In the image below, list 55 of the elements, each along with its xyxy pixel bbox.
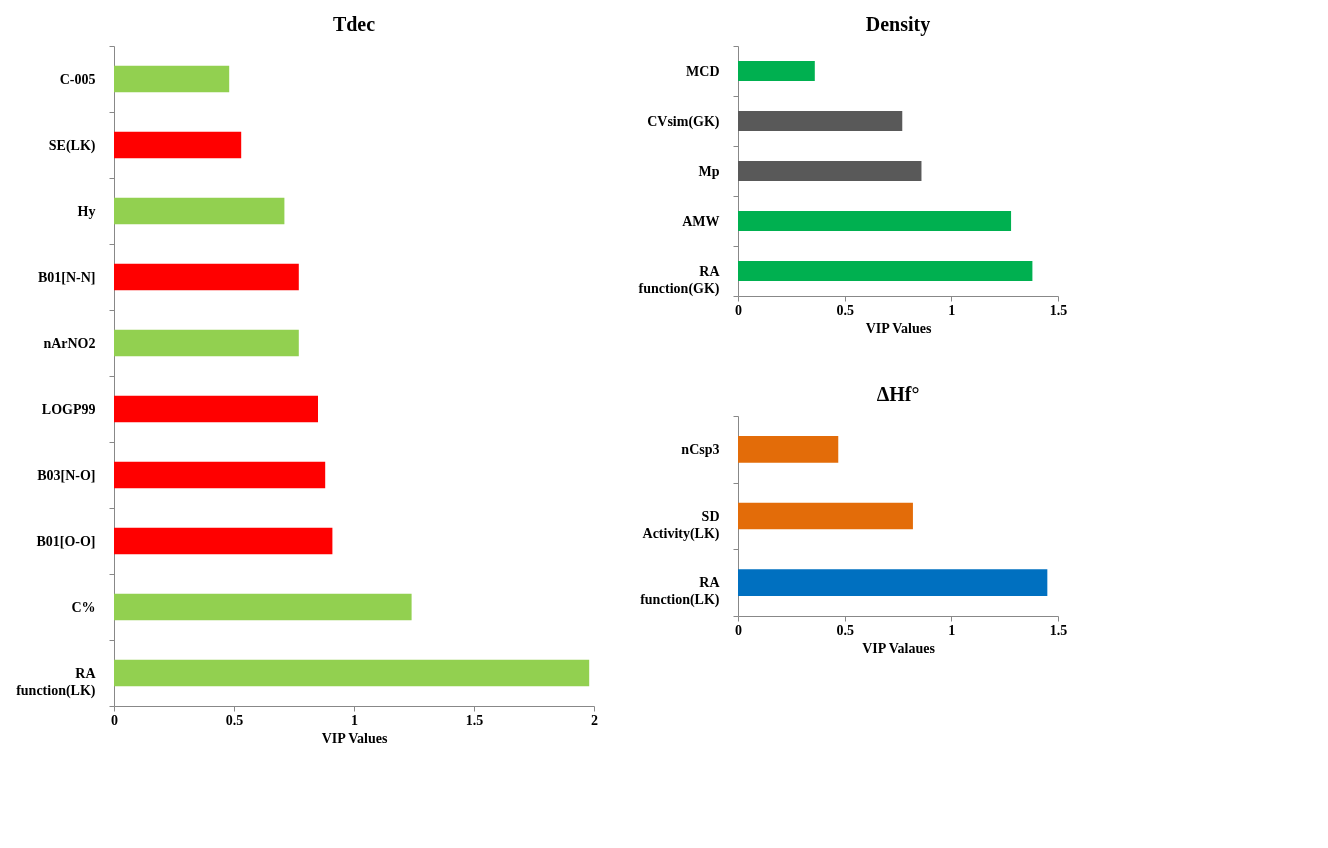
- y-tick-label: SD Activity(LK): [642, 508, 720, 542]
- y-tick-label: B01[O-O]: [36, 533, 96, 549]
- x-tick-label: 0.5: [836, 302, 854, 318]
- x-tick-label: 1.5: [465, 712, 484, 728]
- x-tick-label: 0: [735, 302, 742, 318]
- x-tick-label: 0.5: [836, 622, 854, 638]
- bar: [738, 111, 903, 131]
- y-tick-label: LOGP99: [41, 401, 96, 417]
- bar: [738, 569, 1048, 596]
- bar: [738, 261, 1033, 281]
- x-tick-label: 2: [591, 712, 598, 728]
- bar: [114, 461, 326, 489]
- y-tick-label: C%: [71, 599, 96, 615]
- bar: [114, 659, 590, 687]
- bar: [738, 161, 922, 181]
- x-tick-label: 0.5: [225, 712, 244, 728]
- bar: [114, 527, 333, 555]
- y-tick-label: CVsim(GK): [647, 113, 720, 130]
- bar: [738, 436, 839, 463]
- x-tick-label: 1: [948, 302, 956, 318]
- y-tick-label: B01[N-N]: [37, 269, 96, 285]
- x-tick-label: 1.5: [1049, 622, 1068, 638]
- y-tick-label: nArNO2: [43, 335, 96, 351]
- bar: [738, 61, 815, 81]
- chart-title: Density: [865, 13, 931, 36]
- chart-title: ΔHf°: [876, 383, 920, 405]
- x-tick-label: 1: [351, 712, 358, 728]
- y-tick-label: RA function(LK): [640, 575, 721, 609]
- bar: [114, 329, 299, 357]
- bar: [114, 395, 318, 423]
- y-tick-label: C-005: [59, 71, 96, 87]
- y-tick-label: AMW: [682, 213, 720, 229]
- y-tick-label: Mp: [698, 163, 720, 179]
- x-axis-title: VIP Values: [321, 730, 388, 746]
- x-axis-title: VIP Valaues: [862, 640, 936, 656]
- x-tick-label: 1.5: [1049, 302, 1068, 318]
- y-tick-label: SE(LK): [48, 137, 96, 154]
- x-tick-label: 0: [111, 712, 118, 728]
- x-axis-title: VIP Values: [865, 320, 932, 336]
- bar: [114, 65, 230, 93]
- bar: [738, 211, 1012, 231]
- bar: [114, 593, 412, 621]
- bar: [114, 197, 285, 225]
- bar: [738, 502, 913, 530]
- y-tick-label: B03[N-O]: [37, 467, 96, 483]
- bar: [114, 263, 299, 291]
- x-tick-label: 0: [735, 622, 742, 638]
- y-tick-label: RA function(GK): [638, 263, 721, 297]
- y-tick-label: Hy: [77, 203, 96, 219]
- y-tick-label: RA function(LK): [16, 665, 97, 699]
- y-tick-label: MCD: [686, 63, 720, 79]
- chart-title: Tdec: [332, 13, 376, 35]
- x-tick-label: 1: [948, 622, 956, 638]
- y-tick-label: nCsp3: [681, 441, 720, 457]
- bar: [114, 131, 242, 159]
